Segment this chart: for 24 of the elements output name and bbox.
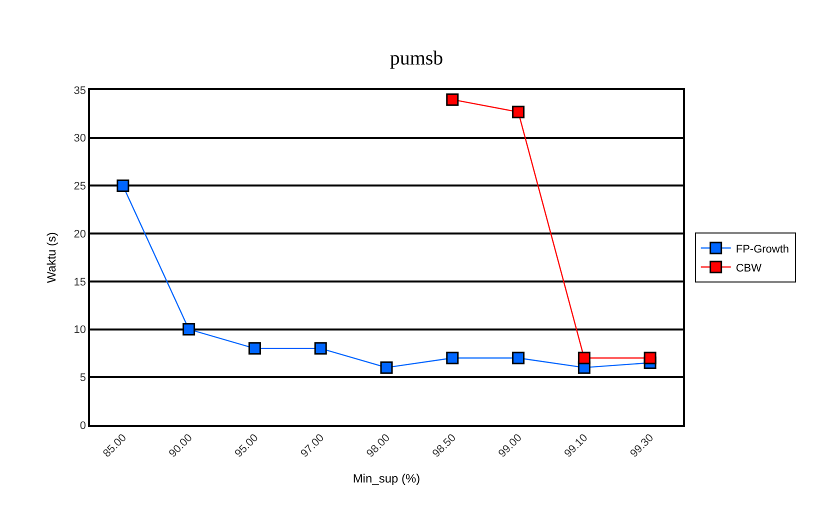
legend-label: FP-Growth (736, 243, 790, 256)
y-tick-label: 35 (74, 84, 86, 97)
y-tick-label: 0 (80, 420, 86, 432)
y-tick-label: 30 (74, 132, 86, 145)
point (182, 323, 196, 336)
x-axis-title: Min_sup (%) (352, 471, 420, 486)
legend-label: CBW (736, 262, 762, 274)
point (512, 106, 525, 118)
point (248, 342, 261, 355)
y-tick-label: 20 (74, 228, 86, 240)
y-tick-label: 10 (74, 324, 86, 336)
point (380, 361, 393, 374)
point (446, 352, 459, 364)
y-axis-title: Waktu (s) (44, 232, 59, 283)
point (314, 342, 327, 355)
point (512, 352, 525, 364)
point (644, 352, 656, 364)
y-tick-label: 25 (74, 180, 86, 193)
y-tick-label: 5 (80, 372, 86, 384)
point (116, 179, 130, 192)
point (446, 93, 459, 106)
point (578, 352, 590, 364)
chart-title: pumsb (390, 48, 444, 70)
y-tick-label: 15 (74, 276, 86, 288)
